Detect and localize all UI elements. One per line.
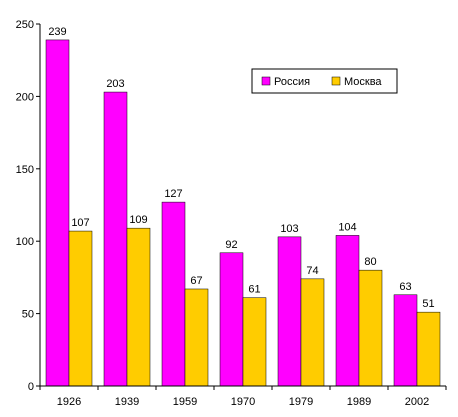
x-tick-label: 1979 bbox=[289, 396, 313, 408]
legend-label-moscow: Москва bbox=[344, 76, 382, 88]
x-tick-label: 1959 bbox=[173, 396, 197, 408]
y-tick-label: 0 bbox=[28, 381, 34, 393]
data-label-russia: 127 bbox=[164, 188, 182, 200]
y-tick-label: 200 bbox=[16, 91, 34, 103]
y-tick-label: 150 bbox=[16, 164, 34, 176]
bar-moscow bbox=[184, 288, 209, 387]
x-tick-label: 2002 bbox=[405, 396, 429, 408]
bar-moscow bbox=[126, 227, 151, 387]
bar-russia bbox=[45, 39, 70, 387]
legend-box bbox=[251, 68, 398, 94]
data-label-russia: 104 bbox=[338, 221, 356, 233]
data-label-moscow: 61 bbox=[248, 284, 260, 296]
data-label-russia: 92 bbox=[225, 239, 237, 251]
x-axis-ticks: 1926 1939 1959 1970 1979 1989 2002 bbox=[39, 386, 447, 408]
bar-moscow bbox=[300, 278, 325, 387]
data-label-moscow: 109 bbox=[129, 214, 147, 226]
axes bbox=[39, 24, 446, 387]
data-label-russia: 203 bbox=[106, 78, 124, 90]
bars bbox=[45, 39, 441, 387]
data-label-russia: 239 bbox=[48, 26, 66, 38]
data-label-moscow: 51 bbox=[422, 298, 434, 310]
bar-moscow bbox=[68, 230, 93, 387]
data-label-russia: 63 bbox=[399, 281, 411, 293]
y-tick-label: 100 bbox=[16, 236, 34, 248]
x-tick-label: 1970 bbox=[231, 396, 255, 408]
legend-label-russia: Россия bbox=[274, 76, 310, 88]
x-tick-label: 1939 bbox=[115, 396, 139, 408]
y-tick-label: 250 bbox=[16, 19, 34, 31]
bar-russia bbox=[393, 294, 418, 387]
x-tick-label: 1926 bbox=[57, 396, 81, 408]
data-label-moscow: 80 bbox=[364, 256, 376, 268]
x-tick-label: 1989 bbox=[347, 396, 371, 408]
bar-moscow bbox=[242, 297, 267, 387]
bar-russia bbox=[335, 235, 360, 387]
data-label-moscow: 74 bbox=[306, 265, 318, 277]
data-label-russia: 103 bbox=[280, 223, 298, 235]
bar-russia bbox=[103, 91, 128, 387]
legend-swatch-moscow bbox=[331, 76, 341, 86]
y-tick-label: 50 bbox=[22, 309, 34, 321]
y-axis-ticks: 0 50 100 150 200 250 bbox=[16, 19, 40, 393]
legend-swatch-russia bbox=[261, 76, 271, 86]
bar-russia bbox=[277, 236, 302, 387]
data-label-moscow: 107 bbox=[71, 217, 89, 229]
data-label-moscow: 67 bbox=[190, 275, 202, 287]
bar-moscow bbox=[416, 311, 441, 387]
bar-russia bbox=[161, 201, 186, 387]
legend: Россия Москва bbox=[251, 68, 398, 94]
data-labels: 239 203 127 92 103 104 63 107 109 67 61 74 80 51 bbox=[48, 26, 434, 310]
bar-russia bbox=[219, 252, 244, 387]
bar-moscow bbox=[358, 269, 383, 387]
